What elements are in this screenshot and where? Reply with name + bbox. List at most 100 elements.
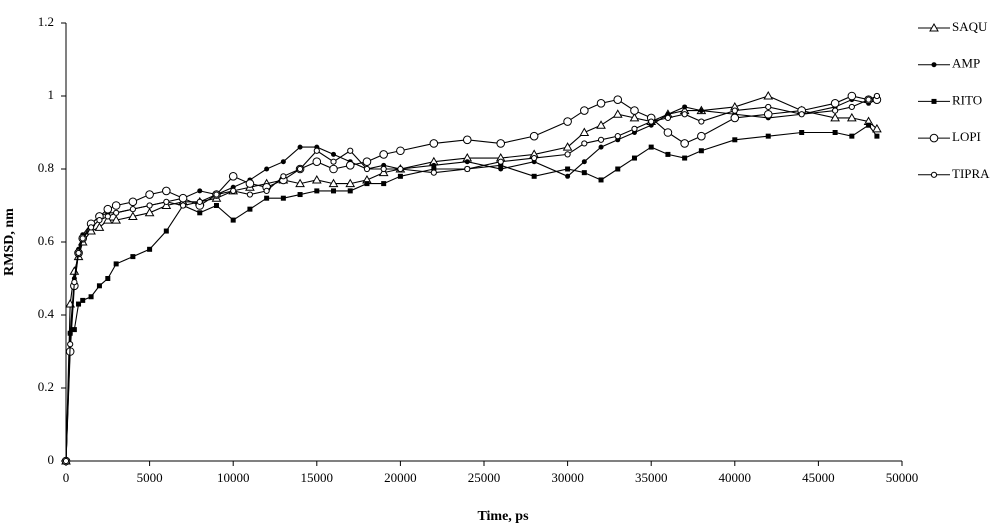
marker [462,135,472,145]
marker [144,207,155,217]
marker [697,131,706,141]
marker [579,127,590,136]
marker [663,128,673,137]
marker [565,173,571,179]
marker [331,151,337,157]
legend-label: RITO [952,92,982,107]
marker [929,133,939,143]
marker [331,188,337,194]
marker [76,301,82,307]
marker [698,118,705,125]
marker [682,104,688,110]
marker [71,279,78,286]
marker [765,133,771,139]
y-tick-label: 0.2 [38,379,54,394]
marker [431,166,437,172]
marker [680,139,689,148]
marker [111,201,121,210]
marker [113,261,119,267]
marker [698,148,704,154]
marker [798,111,805,118]
y-axis-title: RMSD, nm [2,208,17,276]
marker [228,172,238,181]
marker [246,191,254,198]
marker [763,90,774,100]
marker [846,112,857,122]
marker [129,206,136,213]
series-line [65,95,878,462]
marker [873,92,881,100]
marker [596,99,606,108]
marker [562,142,573,151]
marker [581,170,587,176]
legend-label: SAQU [952,19,988,34]
marker [581,159,587,165]
marker [197,188,203,194]
marker [364,181,370,187]
marker [79,235,86,242]
marker [62,457,70,465]
marker [280,173,287,180]
marker [314,188,320,194]
marker [297,144,303,150]
marker [379,150,388,159]
marker [830,112,840,122]
marker [629,112,640,122]
marker [163,228,169,234]
marker [832,130,838,135]
marker [71,327,77,333]
marker [312,157,322,166]
marker [464,165,471,173]
marker [147,246,153,252]
marker [105,276,111,281]
x-tick-label: 15000 [301,470,334,485]
marker [612,109,623,118]
marker [88,294,94,300]
marker [865,96,872,103]
marker [128,197,138,207]
marker [104,213,111,220]
marker [581,140,588,147]
marker [179,202,187,209]
marker [130,254,136,260]
marker [196,198,203,205]
series-line [65,99,878,462]
marker [87,224,95,231]
marker [849,133,855,139]
marker [799,130,805,135]
marker [328,178,339,188]
marker [345,178,356,188]
legend-label: AMP [952,56,980,71]
series-line [65,95,878,462]
marker [347,188,353,194]
marker [264,195,270,201]
marker [931,62,937,68]
marker [681,111,688,118]
x-tick-label: 50000 [886,470,919,485]
marker [531,173,537,179]
marker [631,125,638,132]
marker [631,155,637,161]
marker [763,109,773,119]
x-tick-label: 5000 [137,470,163,485]
marker [213,203,219,208]
marker [67,341,74,348]
marker [930,171,938,178]
marker [872,123,882,133]
marker [429,139,439,148]
marker [596,120,606,129]
marker [75,249,82,257]
y-tick-label: 0.6 [38,233,55,248]
marker [731,107,738,114]
marker [830,99,840,108]
marker [732,137,738,143]
marker [96,217,103,224]
marker [96,283,102,289]
marker [128,211,138,220]
x-tick-label: 20000 [384,470,417,485]
series-line [65,95,877,462]
marker [664,114,672,122]
marker [296,165,304,173]
marker [496,139,506,148]
